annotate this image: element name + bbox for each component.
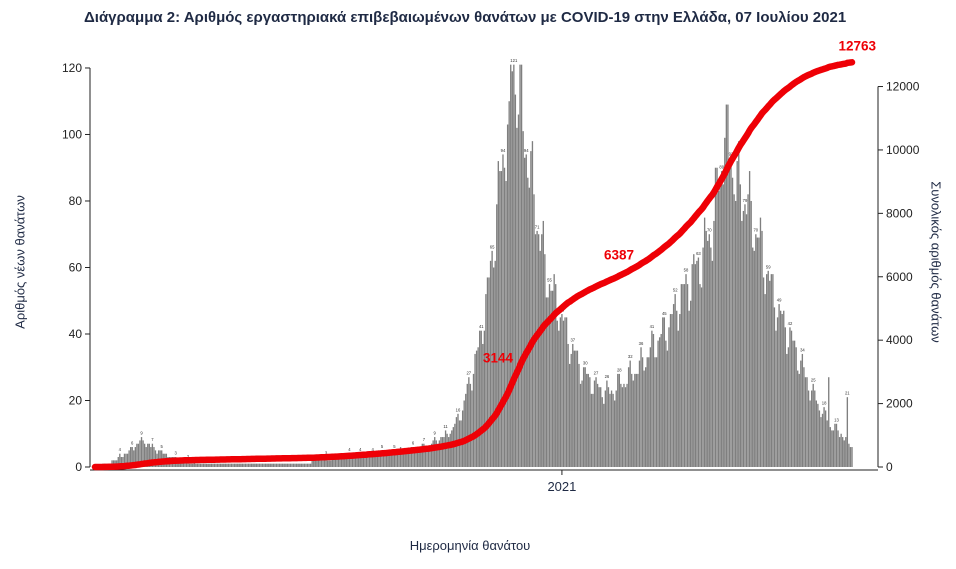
svg-text:4: 4 bbox=[372, 447, 375, 452]
svg-text:28: 28 bbox=[617, 367, 622, 372]
svg-text:11: 11 bbox=[443, 424, 448, 429]
svg-text:6387: 6387 bbox=[604, 247, 634, 262]
svg-text:16: 16 bbox=[456, 407, 461, 412]
svg-text:3: 3 bbox=[325, 451, 328, 456]
svg-text:94: 94 bbox=[524, 148, 529, 153]
svg-text:12000: 12000 bbox=[886, 80, 920, 94]
svg-text:70: 70 bbox=[707, 228, 712, 233]
svg-text:59: 59 bbox=[766, 264, 771, 269]
svg-text:120: 120 bbox=[62, 61, 82, 75]
svg-text:40: 40 bbox=[69, 327, 83, 341]
svg-text:7: 7 bbox=[423, 437, 426, 442]
svg-text:21: 21 bbox=[845, 391, 850, 396]
svg-text:52: 52 bbox=[673, 288, 678, 293]
svg-text:3144: 3144 bbox=[483, 350, 514, 365]
svg-text:45: 45 bbox=[662, 311, 667, 316]
svg-text:41: 41 bbox=[479, 324, 484, 329]
svg-text:71: 71 bbox=[535, 224, 540, 229]
svg-text:36: 36 bbox=[639, 341, 644, 346]
svg-text:37: 37 bbox=[570, 338, 575, 343]
svg-text:100: 100 bbox=[62, 127, 82, 141]
svg-text:80: 80 bbox=[69, 194, 83, 208]
svg-text:41: 41 bbox=[650, 324, 655, 329]
svg-text:26: 26 bbox=[605, 374, 610, 379]
svg-text:27: 27 bbox=[466, 371, 471, 376]
svg-text:2: 2 bbox=[187, 454, 190, 459]
svg-text:6: 6 bbox=[131, 441, 134, 446]
svg-text:4: 4 bbox=[359, 447, 362, 452]
svg-text:5: 5 bbox=[161, 444, 164, 449]
svg-text:89: 89 bbox=[719, 165, 724, 170]
svg-text:8000: 8000 bbox=[886, 206, 913, 220]
svg-text:94: 94 bbox=[501, 148, 506, 153]
chart-title: Διάγραμμα 2: Αριθμός εργαστηριακά επιβεβ… bbox=[84, 9, 847, 26]
svg-text:27: 27 bbox=[594, 371, 599, 376]
svg-text:93: 93 bbox=[729, 151, 734, 156]
svg-text:0: 0 bbox=[886, 460, 893, 474]
svg-text:12763: 12763 bbox=[838, 38, 876, 53]
svg-text:4: 4 bbox=[348, 447, 351, 452]
svg-text:121: 121 bbox=[510, 58, 518, 63]
svg-text:58: 58 bbox=[684, 268, 689, 273]
svg-text:32: 32 bbox=[628, 354, 633, 359]
svg-text:4000: 4000 bbox=[886, 333, 913, 347]
svg-text:34: 34 bbox=[800, 347, 805, 352]
svg-text:9: 9 bbox=[434, 431, 437, 436]
svg-text:2000: 2000 bbox=[886, 397, 913, 411]
svg-text:65: 65 bbox=[490, 244, 495, 249]
svg-text:25: 25 bbox=[811, 377, 816, 382]
svg-text:70: 70 bbox=[753, 228, 758, 233]
svg-text:60: 60 bbox=[69, 260, 83, 274]
svg-text:0: 0 bbox=[75, 460, 82, 474]
svg-text:2021: 2021 bbox=[547, 479, 576, 494]
svg-text:9: 9 bbox=[140, 431, 143, 436]
svg-text:5: 5 bbox=[393, 444, 396, 449]
svg-text:18: 18 bbox=[822, 401, 827, 406]
svg-text:79: 79 bbox=[743, 198, 748, 203]
svg-text:13: 13 bbox=[834, 417, 839, 422]
svg-text:3: 3 bbox=[175, 451, 178, 456]
svg-text:7: 7 bbox=[151, 437, 154, 442]
svg-text:49: 49 bbox=[777, 298, 782, 303]
svg-text:42: 42 bbox=[788, 321, 793, 326]
svg-text:30: 30 bbox=[583, 361, 588, 366]
svg-text:5: 5 bbox=[381, 444, 384, 449]
svg-text:55: 55 bbox=[547, 278, 552, 283]
svg-text:63: 63 bbox=[696, 251, 701, 256]
svg-text:6: 6 bbox=[412, 441, 415, 446]
svg-text:20: 20 bbox=[69, 393, 83, 407]
svg-text:6000: 6000 bbox=[886, 270, 913, 284]
x-axis-label: Ημερομηνία θανάτου bbox=[409, 538, 531, 553]
svg-text:10000: 10000 bbox=[886, 143, 920, 157]
svg-text:4: 4 bbox=[119, 447, 122, 452]
